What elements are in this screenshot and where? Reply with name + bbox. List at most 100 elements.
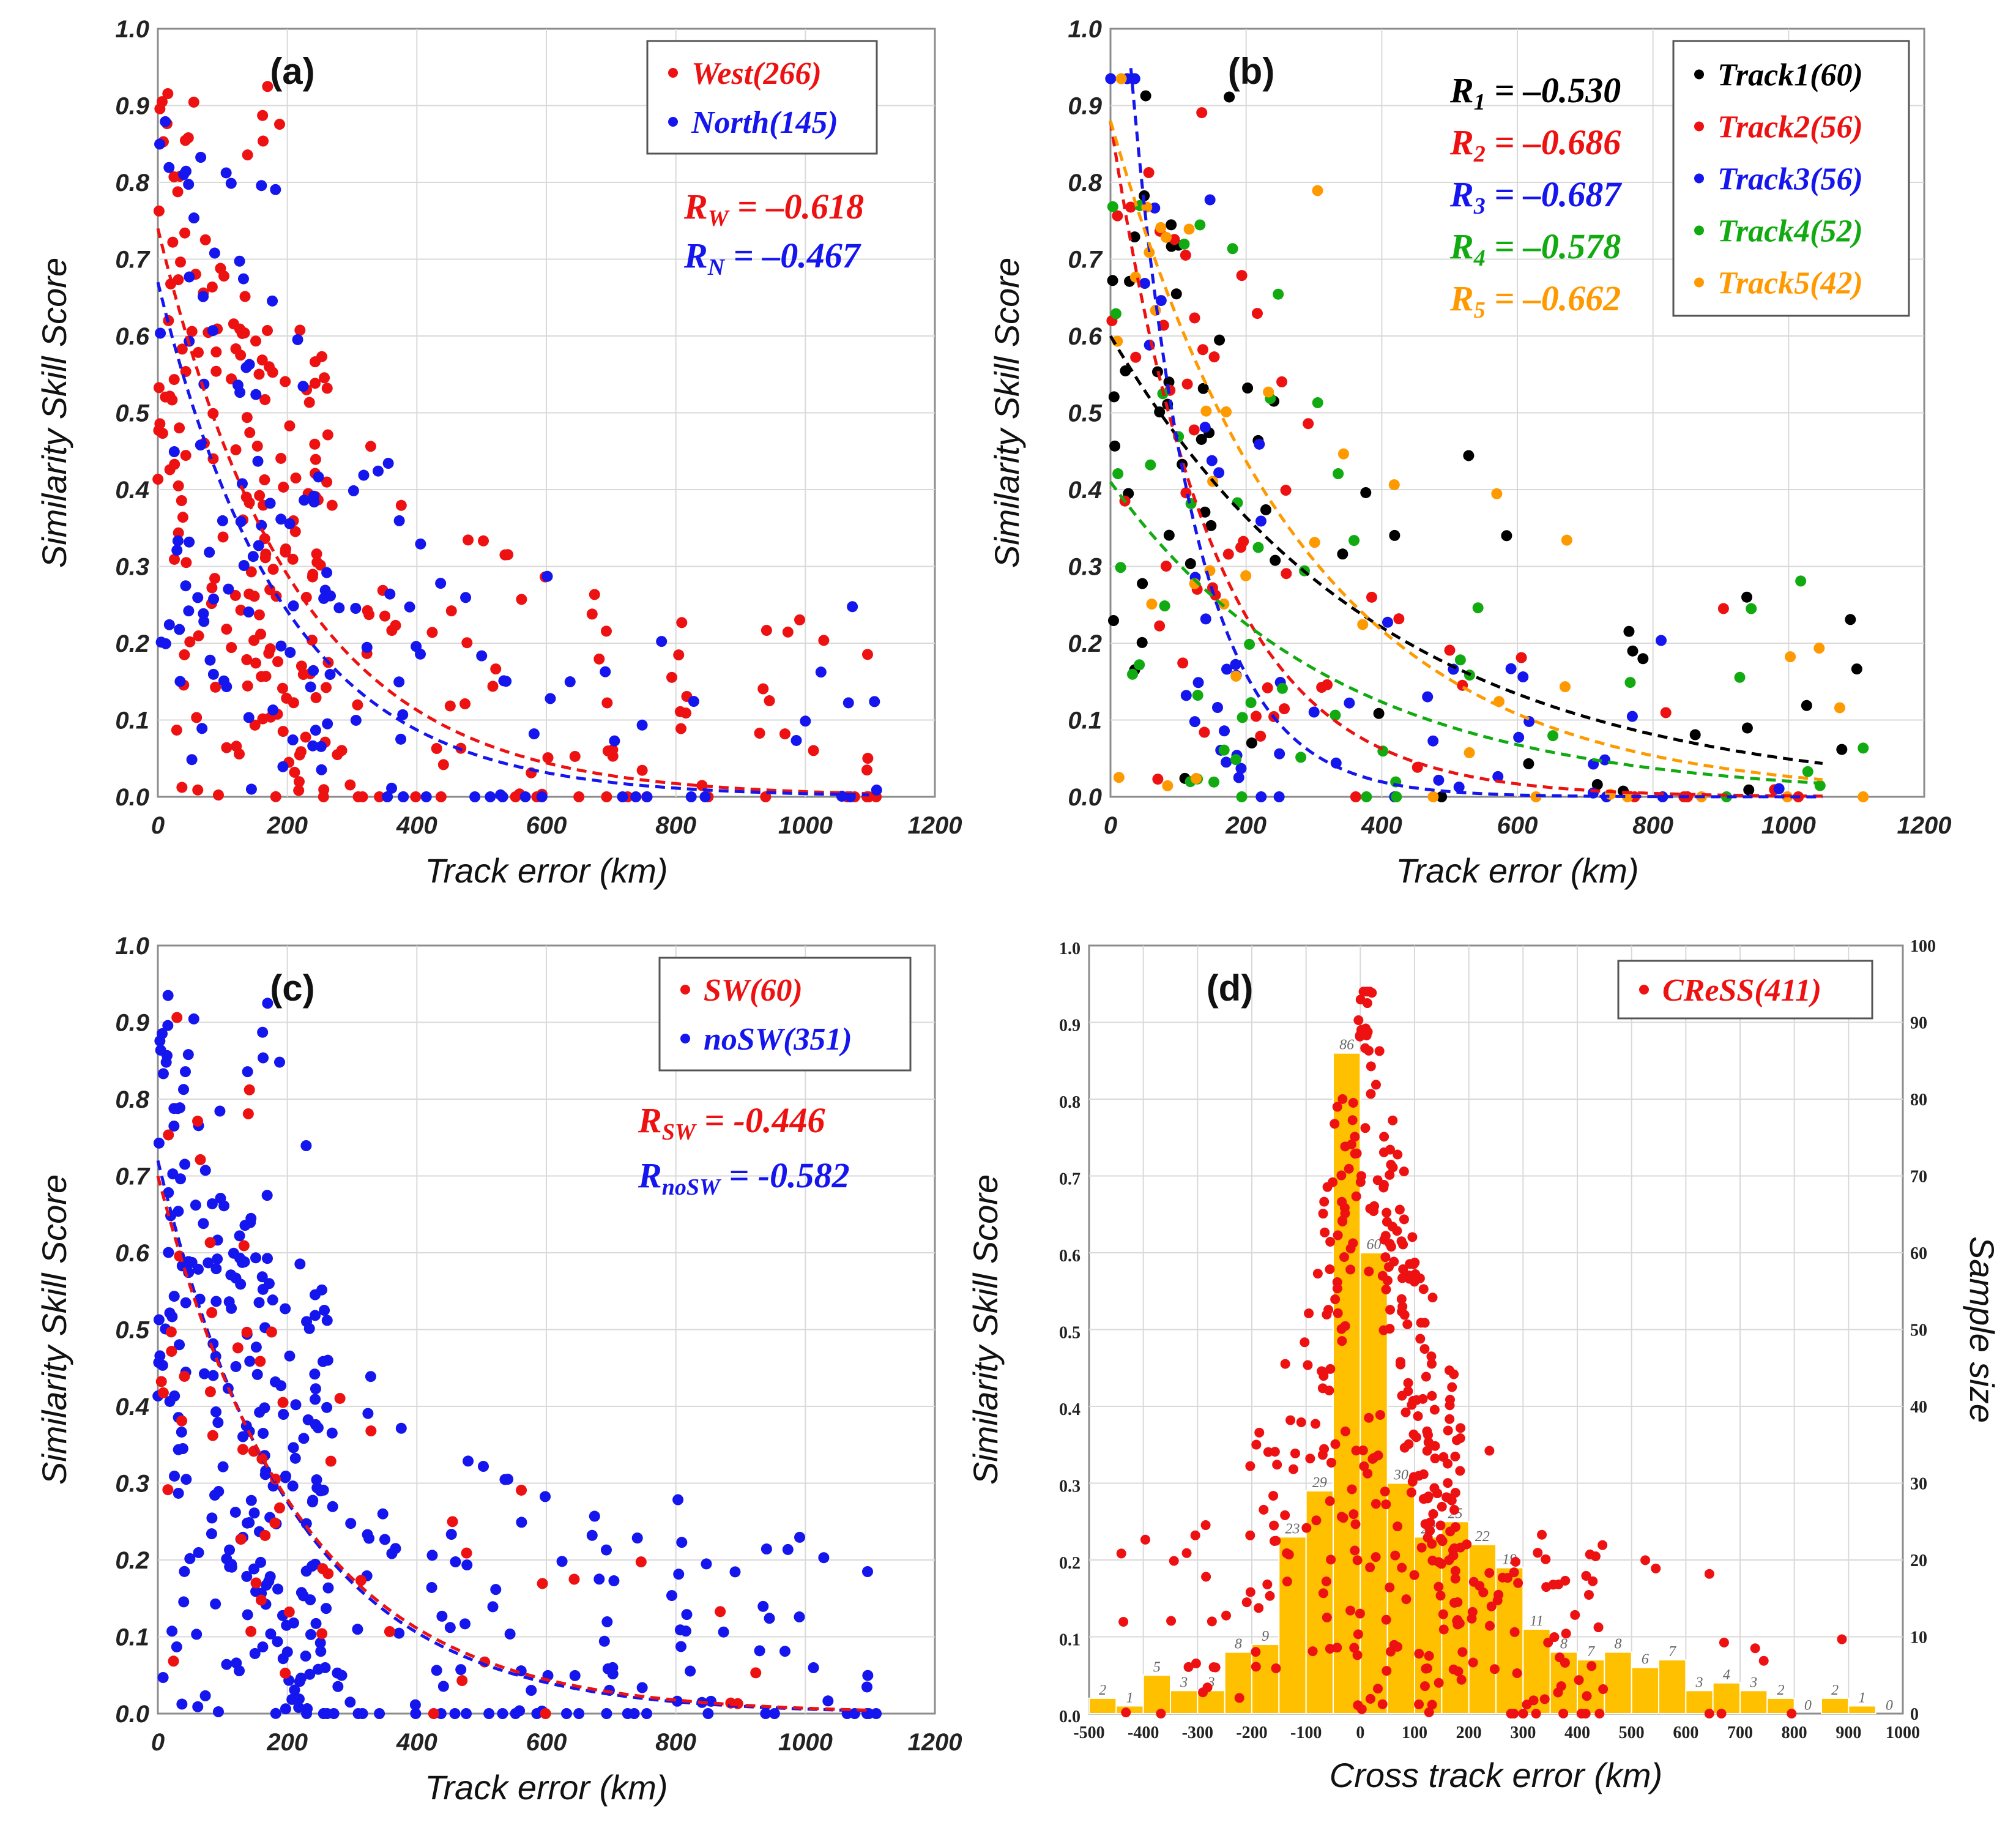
data-point-north bbox=[397, 791, 409, 802]
panel-b-chart: 0 200 400 600 800 1000 1200 0.0 0.1 0.2 0.3 0.4 0.5 0… bbox=[988, 16, 1951, 890]
data-point-nosw bbox=[305, 1629, 316, 1640]
data-point-cress bbox=[1430, 1454, 1440, 1464]
legend-label: CReSS(411) bbox=[1662, 973, 1821, 1008]
data-point-track2 bbox=[1152, 774, 1164, 785]
data-point-cress bbox=[1322, 1612, 1332, 1622]
x-tick-label: 700 bbox=[1727, 1723, 1753, 1742]
data-point-west bbox=[487, 681, 499, 692]
data-point-nosw bbox=[861, 1681, 872, 1693]
data-point-west bbox=[696, 780, 708, 791]
data-point-west bbox=[172, 186, 184, 198]
x-tick-label: 200 bbox=[1225, 812, 1267, 839]
data-point-cress bbox=[1453, 1666, 1464, 1677]
data-point-nosw bbox=[672, 1494, 684, 1506]
data-point-track2 bbox=[1180, 249, 1191, 261]
data-point-west bbox=[230, 343, 242, 355]
data-point-nosw bbox=[199, 1165, 211, 1176]
data-point-nosw bbox=[169, 1470, 180, 1482]
correlation-annotation: R2 = –0.686 bbox=[1449, 122, 1621, 167]
data-point-nosw bbox=[459, 1618, 471, 1630]
data-point-cress bbox=[1452, 1597, 1463, 1608]
legend-marker bbox=[1639, 985, 1649, 994]
data-point-north bbox=[348, 485, 359, 496]
correlation-annotation: RW = –0.618 bbox=[683, 187, 864, 231]
data-point-north bbox=[420, 791, 432, 802]
data-point-cress bbox=[1452, 1435, 1462, 1446]
legend-label: West(266) bbox=[691, 56, 822, 91]
data-point-track5 bbox=[1115, 73, 1127, 84]
data-point-nosw bbox=[212, 1253, 223, 1265]
data-point-nosw bbox=[257, 1641, 269, 1653]
panel-a-chart: 0 200 400 600 800 1000 1200 0.0 0.1 0.2 0.3 0.4 0.5 0… bbox=[35, 16, 962, 890]
data-point-track4 bbox=[1802, 766, 1813, 777]
data-point-cress bbox=[1651, 1563, 1661, 1573]
x-tick-label: 600 bbox=[526, 1729, 567, 1756]
data-point-west bbox=[261, 325, 273, 337]
data-point-cress bbox=[1443, 1478, 1453, 1488]
data-point-cress bbox=[1582, 1691, 1592, 1701]
x-tick-label: -100 bbox=[1290, 1723, 1322, 1742]
y-tick-label: 0.2 bbox=[115, 1547, 149, 1574]
data-point-west bbox=[459, 698, 471, 710]
data-point-cress bbox=[1319, 1196, 1330, 1207]
data-point-nosw bbox=[178, 1084, 190, 1095]
data-point-track4 bbox=[1454, 654, 1466, 666]
data-point-track1 bbox=[1523, 758, 1534, 769]
data-point-track3 bbox=[1219, 725, 1230, 737]
data-point-west bbox=[336, 745, 348, 756]
data-point-sw bbox=[241, 1326, 253, 1338]
legend-label: Track2(56) bbox=[1717, 110, 1863, 145]
data-point-cress bbox=[1443, 1425, 1453, 1436]
data-point-nosw bbox=[286, 1693, 298, 1705]
data-point-north bbox=[600, 666, 611, 677]
data-point-track4 bbox=[1208, 776, 1220, 788]
data-point-nosw bbox=[154, 1035, 166, 1047]
data-point-nosw bbox=[344, 1696, 356, 1708]
data-point-cress bbox=[1347, 1115, 1358, 1125]
legend-marker bbox=[1694, 225, 1704, 236]
data-point-west bbox=[250, 335, 261, 347]
data-point-cress bbox=[1353, 1629, 1363, 1640]
data-point-north bbox=[800, 715, 811, 727]
data-point-track3 bbox=[1192, 677, 1204, 688]
data-point-track4 bbox=[1348, 535, 1360, 547]
x-tick-label: 0 bbox=[1104, 812, 1117, 839]
legend-label: North(145) bbox=[691, 105, 838, 140]
data-point-north bbox=[699, 791, 711, 802]
data-point-track4 bbox=[1245, 697, 1257, 709]
data-point-sw bbox=[456, 1675, 468, 1687]
data-point-west bbox=[318, 791, 329, 802]
data-point-north bbox=[536, 791, 548, 802]
data-point-cress bbox=[1385, 1144, 1396, 1155]
data-point-west bbox=[273, 119, 285, 130]
data-point-cress bbox=[1365, 1693, 1375, 1704]
bar-count-label: 11 bbox=[1530, 1613, 1543, 1629]
data-point-cress bbox=[1509, 1627, 1520, 1637]
data-point-nosw bbox=[261, 1190, 273, 1201]
data-point-nosw bbox=[178, 1596, 190, 1608]
data-point-cress bbox=[1271, 1663, 1281, 1674]
data-point-west bbox=[168, 171, 180, 182]
data-point-cress bbox=[1305, 1454, 1315, 1464]
data-point-track1 bbox=[1741, 591, 1753, 603]
data-point-cress bbox=[1348, 1238, 1358, 1248]
data-point-track3 bbox=[1273, 791, 1285, 802]
data-point-west bbox=[171, 724, 182, 736]
data-point-west bbox=[262, 81, 273, 92]
data-point-cress bbox=[1509, 1567, 1519, 1578]
histogram-bar bbox=[1604, 1651, 1632, 1715]
data-point-north bbox=[350, 603, 362, 614]
y-tick-label: 0.9 bbox=[115, 1010, 149, 1037]
data-point-track1 bbox=[1196, 433, 1207, 445]
data-point-cress bbox=[1397, 1562, 1407, 1573]
y-tick-label: 0.7 bbox=[1068, 247, 1103, 274]
data-point-track2 bbox=[1177, 657, 1189, 669]
data-point-west bbox=[636, 764, 648, 776]
data-point-cress bbox=[1462, 1539, 1472, 1550]
data-point-track4 bbox=[1330, 709, 1341, 721]
data-point-sw bbox=[269, 1517, 281, 1529]
data-point-nosw bbox=[502, 1474, 514, 1485]
data-point-cress bbox=[1456, 1674, 1467, 1685]
data-point-track3 bbox=[1254, 438, 1265, 450]
data-point-cress bbox=[1344, 1163, 1354, 1174]
